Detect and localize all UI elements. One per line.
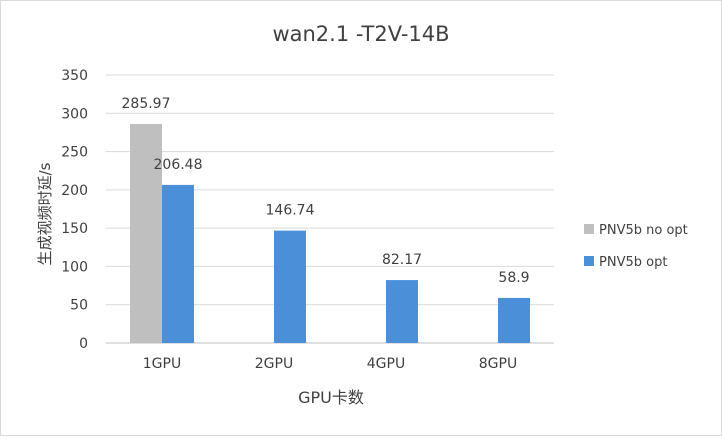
y-tick-labels: 0 50 100 150 200 250 300 350 bbox=[61, 68, 88, 352]
y-tick-label: 350 bbox=[61, 68, 88, 84]
legend: PNV5b no opt PNV5b opt bbox=[584, 223, 688, 270]
x-tick-labels: 1GPU 2GPU 4GPU 8GPU bbox=[143, 356, 517, 372]
x-axis-label: GPU卡数 bbox=[298, 388, 364, 407]
y-tick-label: 0 bbox=[79, 336, 88, 352]
data-label: 146.74 bbox=[266, 203, 315, 219]
data-label: 206.48 bbox=[154, 157, 203, 173]
y-tick-label: 300 bbox=[61, 106, 88, 122]
y-axis-label: 生成视频时延/s bbox=[36, 162, 54, 265]
legend-label: PNV5b no opt bbox=[599, 223, 688, 238]
x-tick-label: 8GPU bbox=[479, 356, 517, 372]
data-label: 82.17 bbox=[382, 252, 422, 268]
bars bbox=[130, 124, 530, 343]
y-tick-label: 150 bbox=[61, 221, 88, 237]
data-label: 58.9 bbox=[498, 270, 529, 286]
x-tick-label: 1GPU bbox=[143, 356, 181, 372]
y-tick-label: 250 bbox=[61, 145, 88, 161]
chart-title: wan2.1 -T2V-14B bbox=[272, 22, 449, 46]
y-tick-label: 200 bbox=[61, 183, 88, 199]
bar bbox=[162, 184, 194, 343]
x-tick-label: 2GPU bbox=[255, 356, 293, 372]
y-tick-label: 50 bbox=[70, 298, 88, 314]
legend-swatch bbox=[584, 256, 594, 266]
x-tick-label: 4GPU bbox=[367, 356, 405, 372]
legend-label: PNV5b opt bbox=[599, 255, 667, 270]
data-labels: 285.97 206.48 146.74 82.17 58.9 bbox=[122, 96, 530, 286]
bar bbox=[130, 124, 162, 343]
legend-swatch bbox=[584, 224, 594, 234]
bar bbox=[498, 297, 530, 343]
y-tick-label: 100 bbox=[61, 259, 88, 275]
bar bbox=[274, 230, 306, 343]
bar bbox=[386, 280, 418, 343]
data-label: 285.97 bbox=[122, 96, 171, 112]
